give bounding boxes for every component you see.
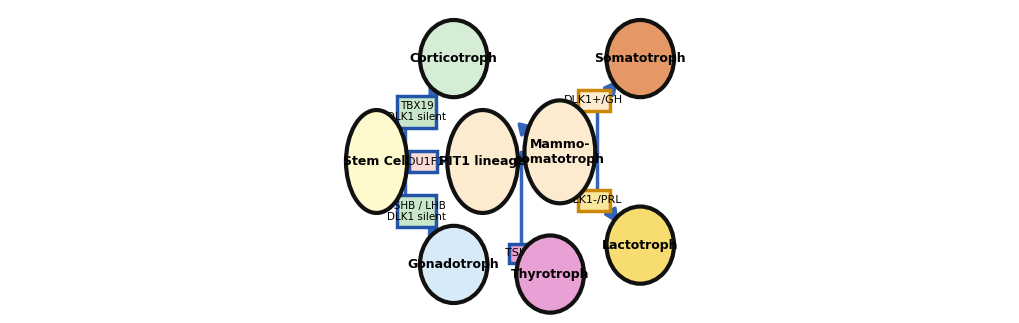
- Text: Thyrotroph: Thyrotroph: [511, 267, 589, 281]
- Ellipse shape: [345, 110, 407, 213]
- Text: Gonadotroph: Gonadotroph: [408, 258, 499, 271]
- FancyBboxPatch shape: [397, 96, 435, 128]
- Ellipse shape: [516, 235, 584, 313]
- Text: TSHB: TSHB: [504, 248, 534, 258]
- Text: Stem Cell: Stem Cell: [342, 155, 410, 168]
- Ellipse shape: [524, 100, 595, 203]
- Ellipse shape: [606, 206, 674, 284]
- Text: POU1F1: POU1F1: [400, 157, 444, 166]
- Text: Corticotroph: Corticotroph: [410, 52, 497, 65]
- Ellipse shape: [447, 110, 518, 213]
- Text: TBX19
DLK1 silent: TBX19 DLK1 silent: [387, 101, 445, 122]
- Ellipse shape: [606, 20, 674, 97]
- FancyBboxPatch shape: [409, 151, 436, 172]
- FancyBboxPatch shape: [577, 190, 609, 211]
- Text: DLK1+/GH: DLK1+/GH: [564, 95, 623, 105]
- FancyBboxPatch shape: [397, 195, 435, 227]
- FancyBboxPatch shape: [577, 90, 609, 111]
- Text: DLK1-/PRL: DLK1-/PRL: [565, 195, 622, 205]
- Text: FSHB / LHB
DLK1 silent: FSHB / LHB DLK1 silent: [387, 201, 445, 222]
- Text: Lactotroph: Lactotroph: [601, 239, 678, 252]
- Text: Somatotroph: Somatotroph: [594, 52, 686, 65]
- Ellipse shape: [420, 20, 487, 97]
- Text: Mammo-
somatotroph: Mammo- somatotroph: [515, 138, 604, 166]
- Text: PIT1 lineage: PIT1 lineage: [439, 155, 526, 168]
- Ellipse shape: [420, 226, 487, 303]
- FancyBboxPatch shape: [508, 244, 530, 263]
